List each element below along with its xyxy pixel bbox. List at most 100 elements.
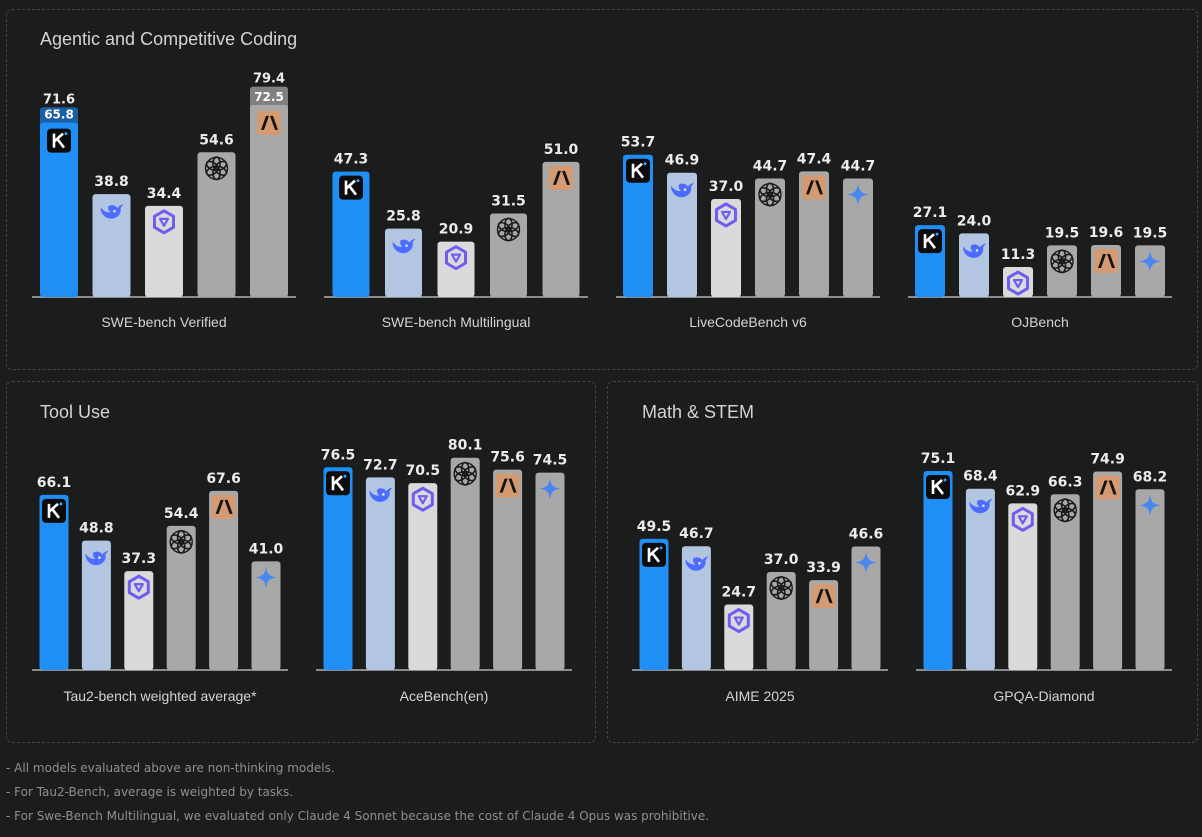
bar-2-openai bbox=[755, 178, 785, 297]
icon-5-openai-logo-icon bbox=[453, 461, 477, 486]
bar-7-deepseek bbox=[965, 488, 995, 670]
icon-3-deepseek-logo-icon-eye bbox=[975, 249, 979, 252]
icon-3-kimi-logo-icon-dot bbox=[935, 232, 939, 236]
value-label-2-deepseek: 46.9 bbox=[665, 153, 700, 169]
footnote-1: - All models evaluated above are non-thi… bbox=[6, 761, 335, 775]
benchmark-label-2: LiveCodeBench v6 bbox=[689, 314, 807, 330]
icon-6-claude-logo-icon bbox=[811, 584, 836, 609]
bar-2-gemini bbox=[843, 178, 873, 297]
icon-0-claude-logo-icon bbox=[257, 110, 281, 135]
bar-2-claude bbox=[799, 171, 829, 297]
icon-7-kimi-logo-icon bbox=[926, 474, 950, 499]
icon-1-deepseek-logo-icon bbox=[392, 238, 416, 254]
value-label-5-gemini: 74.5 bbox=[533, 453, 568, 469]
bar-4-kimi bbox=[39, 494, 69, 670]
value-label-2-qwen: 37.0 bbox=[709, 179, 744, 195]
icon-7-kimi-logo-icon-dot bbox=[943, 478, 947, 482]
panel-title-tool-use: Tool Use bbox=[40, 402, 111, 422]
icon-7-claude-logo-icon-bg bbox=[1095, 475, 1120, 500]
bar-7-openai bbox=[1050, 494, 1080, 670]
value-label-1-deepseek: 25.8 bbox=[386, 209, 421, 225]
bar-2-deepseek bbox=[667, 172, 697, 297]
value-label-2-gemini: 44.7 bbox=[841, 159, 876, 175]
bar-7-kimi bbox=[923, 470, 953, 670]
benchmark-label-6: AIME 2025 bbox=[725, 688, 794, 704]
benchmark-label-5: AceBench(en) bbox=[400, 688, 489, 704]
icon-3-gemini-logo-icon-star bbox=[1139, 250, 1161, 273]
icon-4-qwen-logo-icon bbox=[127, 574, 150, 600]
icon-1-claude-logo-icon-bg bbox=[549, 165, 573, 190]
icon-6-kimi-logo-icon bbox=[642, 542, 666, 567]
icon-2-claude-logo-icon-bg bbox=[802, 175, 826, 200]
icon-1-kimi-logo-icon-glyph bbox=[344, 179, 358, 196]
value-label-1-kimi: 47.3 bbox=[334, 152, 369, 168]
icon-7-kimi-logo-icon-glyph bbox=[931, 479, 945, 495]
icon-0-deepseek-logo-icon-whale bbox=[100, 204, 124, 219]
bar-2-kimi bbox=[623, 154, 653, 297]
icon-1-qwen-logo-icon-tri bbox=[450, 253, 462, 263]
icon-3-openai-logo-icon bbox=[1050, 249, 1074, 274]
value-label-1-claude: 51.0 bbox=[544, 142, 579, 158]
icon-5-gemini-logo-icon bbox=[539, 477, 561, 500]
bar-4-openai bbox=[166, 525, 196, 670]
value-label-3-kimi: 27.1 bbox=[913, 205, 948, 221]
value-label-0-claude: 72.5 bbox=[254, 90, 284, 104]
bar-1-kimi bbox=[332, 171, 370, 297]
bar-5-qwen bbox=[408, 483, 438, 670]
bar-6-deepseek bbox=[681, 546, 711, 670]
icon-2-openai-logo-icon bbox=[758, 182, 782, 207]
icon-2-openai-logo-icon-petal bbox=[759, 186, 773, 198]
bar-1-claude bbox=[542, 161, 580, 297]
icon-5-kimi-logo-icon-glyph bbox=[331, 475, 345, 492]
value-label-3-gemini: 19.5 bbox=[1133, 225, 1168, 241]
icon-5-claude-logo-icon bbox=[495, 473, 520, 498]
bar-3-openai bbox=[1047, 245, 1077, 297]
icon-6-openai-logo-icon bbox=[769, 575, 793, 600]
icon-4-gemini-logo-icon-star bbox=[255, 566, 277, 589]
value-label-6-openai: 37.0 bbox=[764, 552, 799, 568]
icon-1-deepseek-logo-icon-eye bbox=[405, 244, 408, 247]
icon-4-kimi-logo-icon-dot bbox=[59, 502, 63, 506]
footnote-2: - For Tau2-Bench, average is weighted by… bbox=[6, 785, 294, 799]
icon-6-claude-logo-icon-glyph bbox=[815, 589, 833, 604]
icon-3-kimi-logo-icon-glyph bbox=[923, 233, 937, 249]
icon-3-claude-logo-icon-bg bbox=[1094, 249, 1118, 274]
icon-7-claude-logo-icon-glyph bbox=[1099, 480, 1117, 495]
value-label-5-kimi: 76.5 bbox=[321, 447, 356, 463]
footnote-3: - For Swe-Bench Multilingual, we evaluat… bbox=[6, 809, 710, 823]
value-label-1-openai: 31.5 bbox=[491, 194, 526, 210]
icon-6-kimi-logo-icon-dot bbox=[659, 546, 663, 550]
icon-2-kimi-logo-icon bbox=[626, 158, 650, 183]
icon-2-qwen-logo-icon bbox=[715, 202, 737, 228]
icon-3-openai-logo-icon-petal bbox=[1051, 253, 1065, 265]
icon-1-qwen-logo-icon-hex bbox=[445, 245, 467, 271]
benchmark-label-3: OJBench bbox=[1011, 314, 1069, 330]
value-label-7-claude: 74.9 bbox=[1090, 452, 1125, 468]
icon-0-deepseek-logo-icon-eye bbox=[113, 209, 116, 213]
icon-6-openai-logo-icon-petal bbox=[770, 580, 784, 591]
icon-5-qwen-logo-icon bbox=[411, 486, 434, 512]
icon-5-qwen-logo-icon-tri bbox=[417, 495, 428, 505]
icon-3-deepseek-logo-icon bbox=[963, 243, 986, 258]
icon-6-qwen-logo-icon-tri bbox=[733, 616, 744, 626]
panel-agentic-coding bbox=[6, 9, 1198, 370]
value-label-7-deepseek: 68.4 bbox=[963, 469, 998, 485]
bar-0-kimi bbox=[40, 122, 78, 297]
icon-0-openai-logo-icon bbox=[204, 156, 229, 181]
icon-5-claude-logo-icon-glyph bbox=[499, 478, 517, 493]
value-label-2-kimi: 53.7 bbox=[621, 135, 656, 151]
icon-6-gemini-logo-icon bbox=[855, 551, 877, 574]
bar-0-deepseek bbox=[92, 194, 131, 297]
icon-6-deepseek-logo-icon-eye bbox=[698, 561, 701, 565]
footnotes: - All models evaluated above are non-thi… bbox=[6, 760, 709, 832]
icon-4-gemini-logo-icon bbox=[255, 566, 277, 589]
icon-6-deepseek-logo-icon bbox=[685, 556, 709, 571]
icon-2-deepseek-logo-icon bbox=[671, 182, 694, 198]
icon-6-gemini-logo-icon-star bbox=[855, 551, 877, 574]
icon-2-claude-logo-icon bbox=[802, 175, 826, 200]
value-label-7-openai: 66.3 bbox=[1048, 474, 1083, 490]
value-label-5-openai: 80.1 bbox=[448, 438, 483, 454]
icon-4-openai-logo-icon-petal bbox=[170, 534, 184, 545]
bar-6-gemini bbox=[851, 546, 881, 670]
icon-5-claude-logo-icon-bg bbox=[495, 473, 520, 498]
